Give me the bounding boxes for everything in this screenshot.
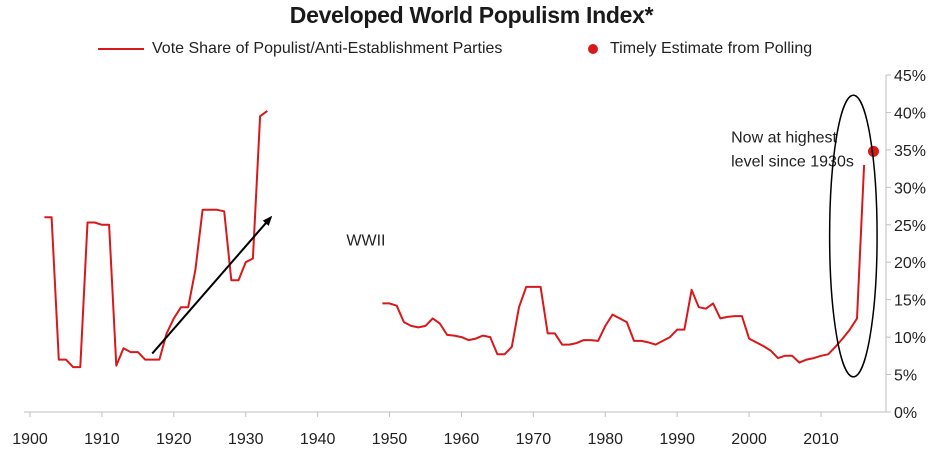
x-tick-label: 1940 (300, 431, 336, 448)
x-tick-label: 1960 (444, 431, 480, 448)
trend-arrow (151, 215, 273, 355)
x-tick-label: 1910 (84, 431, 120, 448)
x-tick-label: 1990 (659, 431, 695, 448)
highest-level-note: level since 1930s (731, 153, 854, 170)
highlight-ellipse (828, 94, 878, 378)
x-tick-label: 1900 (12, 431, 48, 448)
legend-label-polling: Timely Estimate from Polling (610, 40, 813, 57)
y-tick-label: 10% (894, 330, 926, 347)
y-tick-label: 20% (894, 255, 926, 272)
legend-item-polling: Timely Estimate from Polling (588, 40, 812, 58)
series-line-vote-share (382, 164, 866, 364)
legend-label-vote-share: Vote Share of Populist/Anti-Establishmen… (152, 40, 503, 57)
y-tick-label: 30% (894, 180, 926, 197)
x-tick-label: 1980 (587, 431, 623, 448)
polling-estimate-point (867, 145, 879, 157)
chart-title: Developed World Populism Index* (289, 2, 654, 28)
legend-line-swatch (98, 48, 144, 50)
y-tick-label: 40% (894, 105, 926, 122)
y-tick-label: 5% (894, 368, 917, 385)
legend-item-vote-share: Vote Share of Populist/Anti-Establishmen… (98, 40, 502, 58)
y-tick-label: 35% (894, 143, 926, 160)
chart-legend: Vote Share of Populist/Anti-Establishmen… (0, 40, 943, 62)
highest-level-note: Now at highest (731, 129, 837, 146)
series-line-vote-share (44, 110, 268, 369)
y-tick-label: 15% (894, 293, 926, 310)
x-tick-label: 1930 (228, 431, 264, 448)
y-tick-label: 0% (894, 405, 917, 422)
wwii-label: WWII (346, 233, 385, 250)
y-tick-label: 25% (894, 218, 926, 235)
x-tick-label: 2000 (731, 431, 767, 448)
x-tick-label: 1920 (156, 431, 192, 448)
x-tick-label: 1950 (372, 431, 408, 448)
x-tick-label: 1970 (516, 431, 552, 448)
y-tick-label: 45% (894, 68, 926, 85)
legend-dot-swatch (588, 44, 598, 54)
x-tick-label: 2010 (803, 431, 839, 448)
